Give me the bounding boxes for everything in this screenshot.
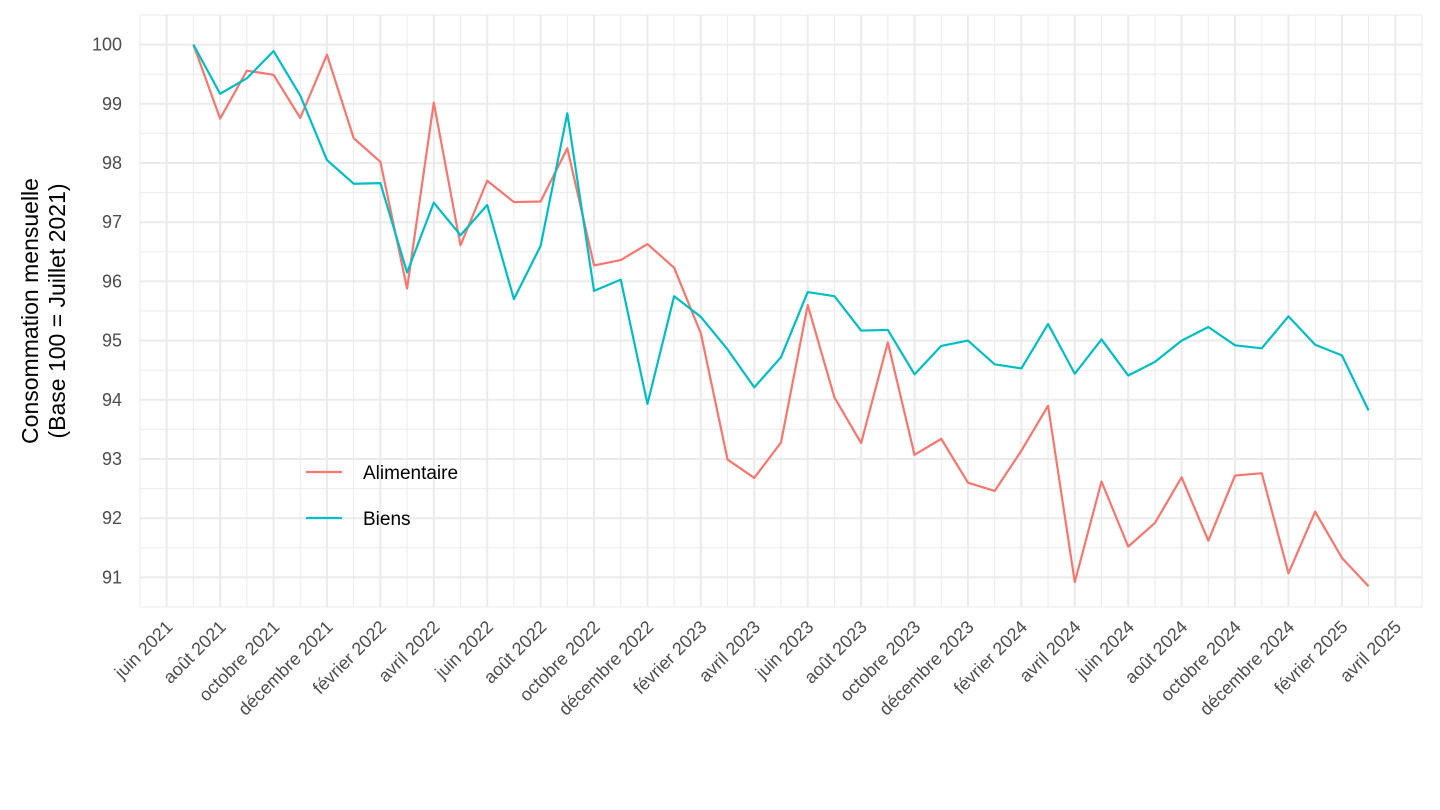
- legend-item: Alimentaire: [306, 463, 458, 484]
- y-tick-label: 94: [102, 390, 122, 410]
- y-tick-label: 97: [102, 212, 122, 232]
- y-tick-label: 92: [102, 508, 122, 528]
- y-tick-label: 98: [102, 153, 122, 173]
- series-line-alimentaire: [192, 44, 1370, 588]
- x-tick-label: décembre 2023: [875, 617, 978, 720]
- y-axis-title-line: (Base 100 = Juillet 2021): [44, 183, 70, 438]
- y-tick-label: 93: [102, 449, 122, 469]
- legend-label: Alimentaire: [363, 463, 458, 484]
- y-axis-title-line: Consommation mensuelle: [17, 178, 43, 444]
- x-tick-label: décembre 2024: [1196, 617, 1299, 720]
- x-tick-label: décembre 2022: [555, 617, 658, 720]
- legend-item: Biens: [306, 509, 411, 530]
- major-gridlines-x: [165, 15, 1397, 607]
- y-tick-label: 91: [102, 567, 122, 587]
- series-line-biens: [192, 44, 1370, 411]
- legend-label: Biens: [363, 509, 411, 530]
- x-tick-label: décembre 2021: [234, 617, 337, 720]
- y-tick-label: 96: [102, 271, 122, 291]
- major-gridlines-y: [140, 43, 1422, 579]
- y-tick-label: 95: [102, 331, 122, 351]
- minor-gridlines-x: [139, 15, 1423, 607]
- legend: Alimentaire Biens: [306, 463, 458, 530]
- y-axis-tick-labels: 91 92 93 94 95 96 97 98 99 100: [92, 35, 122, 588]
- series-lines: [192, 44, 1370, 588]
- y-tick-label: 100: [92, 35, 122, 55]
- y-axis-title: Consommation mensuelle (Base 100 = Juille…: [17, 178, 70, 444]
- y-tick-label: 99: [102, 94, 122, 114]
